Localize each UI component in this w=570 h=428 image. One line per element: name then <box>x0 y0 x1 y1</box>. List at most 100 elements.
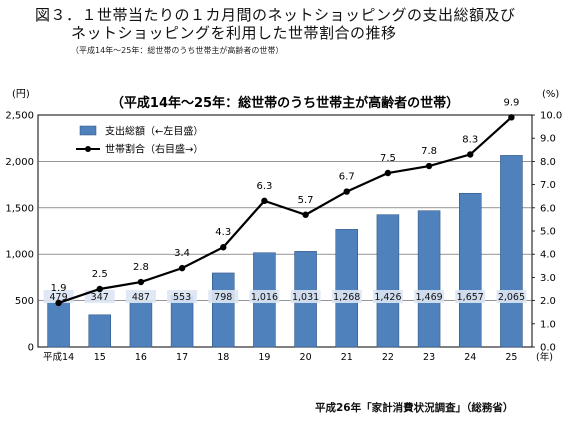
bar <box>212 272 235 348</box>
bar <box>170 295 194 348</box>
line-value-label: 1.9 <box>51 283 67 294</box>
y-right-tick-label: 10.0 <box>540 111 562 122</box>
line-value-label: 3.4 <box>174 248 190 259</box>
line-point <box>467 151 474 158</box>
bar-label-band <box>290 290 321 303</box>
legend-bar-label: 支出総額（←左目盛） <box>105 125 203 138</box>
bar-value-label: 1,426 <box>374 292 401 303</box>
y-right-tick-label: 5.0 <box>540 227 556 238</box>
x-tick-label: 18 <box>217 352 229 363</box>
bar-label-band <box>167 290 198 303</box>
y-right-tick-label: 0.0 <box>540 343 556 354</box>
bar-label-band <box>84 290 115 303</box>
y-right-tick-label: 8.0 <box>540 157 556 168</box>
x-tick-label: 24 <box>464 352 476 363</box>
line-value-label: 6.3 <box>256 181 272 192</box>
y-right-unit: (%) <box>542 89 559 100</box>
bar-label-band <box>414 290 445 303</box>
figure-note: （平成14年〜25年：総世帯のうち世帯主が高齢者の世帯） <box>71 46 284 55</box>
bar-value-label: 798 <box>214 292 232 303</box>
y-left-tick-label: 0 <box>28 343 34 354</box>
bar-value-label: 479 <box>50 292 68 303</box>
line-point <box>55 299 62 307</box>
line-value-label: 7.8 <box>421 146 437 157</box>
x-tick-label: 20 <box>300 352 312 363</box>
y-left-tick-label: 500 <box>15 296 34 307</box>
x-tick-label: 15 <box>94 352 106 363</box>
line-point <box>302 211 309 218</box>
bar-label-band <box>372 290 403 303</box>
y-right-tick-label: 9.0 <box>540 134 556 145</box>
line-value-label: 5.7 <box>298 195 314 206</box>
bar <box>376 214 400 348</box>
line-point <box>384 169 392 177</box>
line-point <box>220 244 227 251</box>
bar <box>335 229 358 348</box>
bar-value-label: 1,268 <box>333 292 360 303</box>
y-right-tick-label: 4.0 <box>540 250 556 261</box>
line-value-label: 9.9 <box>503 97 519 108</box>
bar <box>459 192 482 348</box>
bar-value-label: 553 <box>173 292 191 303</box>
bar-value-label: 487 <box>132 292 150 303</box>
x-tick-label: 19 <box>258 352 270 363</box>
y-left-tick-label: 1,000 <box>5 250 34 261</box>
legend-bar-swatch <box>79 125 97 136</box>
x-tick-label: 23 <box>423 352 435 363</box>
line-value-label: 4.3 <box>215 227 231 238</box>
x-tick-label: 17 <box>176 352 188 363</box>
line-value-label: 8.3 <box>462 134 478 145</box>
bar-label-band <box>331 290 362 303</box>
legend-line-marker <box>85 146 91 152</box>
x-tick-label: 21 <box>341 352 353 363</box>
y-right-tick-label: 7.0 <box>540 180 556 191</box>
y-right-tick-label: 3.0 <box>540 273 556 284</box>
bar <box>129 301 153 348</box>
bar-value-label: 1,031 <box>292 292 319 303</box>
x-unit: (年) <box>536 351 553 363</box>
line-point <box>137 278 145 286</box>
chart-title: （平成14年～25年：総世帯のうち世帯主が高齢者の世帯） <box>111 95 459 111</box>
x-tick-label: 25 <box>505 352 517 363</box>
line-point <box>178 264 186 272</box>
line-point <box>425 162 433 170</box>
line-value-label: 7.5 <box>380 153 396 164</box>
bar-value-label: 1,657 <box>457 292 484 303</box>
bar-value-label: 2,065 <box>498 292 525 303</box>
line-point <box>261 197 268 205</box>
y-right-tick-label: 6.0 <box>540 203 556 214</box>
line-point <box>96 285 103 293</box>
x-tick-label: 22 <box>382 352 394 363</box>
bar-label-band <box>496 290 527 303</box>
source-note: 平成26年「家計消費状況調査」（総務省） <box>315 402 514 414</box>
bar-label-band <box>249 290 280 303</box>
y-right-tick-label: 1.0 <box>540 319 556 330</box>
y-left-tick-label: 1,500 <box>5 203 34 214</box>
line-value-label: 2.5 <box>92 269 108 280</box>
line-point <box>343 188 350 195</box>
bar <box>88 314 111 348</box>
bar-value-label: 1,016 <box>251 292 278 303</box>
bar-label-band <box>455 290 486 303</box>
line-value-label: 2.8 <box>133 262 149 273</box>
bar <box>500 155 523 348</box>
y-right-tick-label: 2.0 <box>540 296 556 307</box>
bar-label-band <box>208 290 239 303</box>
bar-value-label: 1,469 <box>415 292 442 303</box>
figure-title-line1: 図３．１世帯当たりの１カ月間のネットショッピングの支出総額及び <box>35 6 516 24</box>
y-left-unit: (円) <box>12 89 30 100</box>
figure-title: 図３．１世帯当たりの１カ月間のネットショッピングの支出総額及び ネットショッピン… <box>35 6 516 42</box>
y-left-tick-label: 2,500 <box>5 111 34 122</box>
bar <box>47 302 70 348</box>
x-tick-label: 平成14 <box>43 351 74 363</box>
bar <box>417 210 441 348</box>
bar-label-band <box>125 290 156 303</box>
series-line <box>58 116 513 304</box>
line-point <box>508 114 515 121</box>
figure-title-line2: ネットショッピングを利用した世帯割合の推移 <box>71 24 397 42</box>
legend-line-label: 世帯割合（右目盛→） <box>105 143 203 156</box>
x-tick-label: 16 <box>135 352 147 363</box>
y-left-tick-label: 2,000 <box>5 157 34 168</box>
bar-value-label: 347 <box>91 292 109 303</box>
